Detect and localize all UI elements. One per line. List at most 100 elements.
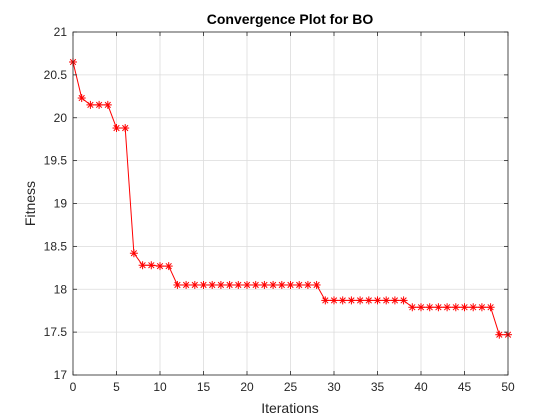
data-point: [425, 303, 434, 312]
data-point: [286, 280, 295, 289]
asterisk-stroke: [496, 331, 503, 338]
asterisk-stroke: [426, 304, 433, 311]
data-point: [338, 296, 347, 305]
data-point: [216, 280, 225, 289]
data-point: [373, 296, 382, 305]
data-point: [260, 280, 269, 289]
asterisk-stroke: [174, 281, 181, 289]
asterisk-stroke: [348, 297, 355, 304]
asterisk-stroke: [78, 94, 85, 102]
data-point: [486, 303, 495, 312]
asterisk-stroke: [365, 297, 372, 304]
x-tick-label: 25: [284, 380, 298, 394]
asterisk-stroke: [391, 297, 399, 304]
data-point: [173, 280, 182, 289]
data-point: [451, 303, 460, 312]
asterisk-stroke: [104, 101, 111, 109]
x-tick-label: 50: [501, 380, 515, 394]
asterisk-stroke: [95, 101, 103, 109]
asterisk-stroke: [452, 304, 459, 311]
data-point: [103, 100, 112, 109]
data-point: [86, 100, 95, 109]
asterisk-stroke: [374, 297, 381, 304]
y-tick-label: 20.5: [44, 68, 68, 82]
data-point: [190, 280, 199, 289]
asterisk-stroke: [148, 262, 155, 269]
y-tick-label: 17: [54, 368, 68, 382]
asterisk-stroke: [269, 281, 277, 289]
asterisk-stroke: [461, 304, 468, 311]
data-point: [129, 249, 138, 258]
data-point: [356, 296, 365, 305]
asterisk-stroke: [130, 250, 138, 257]
asterisk-stroke: [156, 262, 164, 270]
data-point: [121, 124, 130, 133]
data-point: [321, 296, 330, 305]
y-tick-label: 18.5: [44, 239, 68, 253]
data-point: [295, 280, 304, 289]
asterisk-stroke: [139, 262, 146, 269]
asterisk-stroke: [278, 281, 285, 289]
chart-title: Convergence Plot for BO: [207, 11, 374, 27]
asterisk-stroke: [409, 304, 416, 311]
asterisk-stroke: [200, 281, 207, 289]
data-point: [382, 296, 391, 305]
x-axis-label: Iterations: [261, 400, 319, 416]
asterisk-stroke: [113, 124, 120, 132]
asterisk-stroke: [339, 297, 346, 304]
data-point: [312, 280, 321, 289]
x-tick-label: 10: [153, 380, 167, 394]
data-point: [277, 280, 286, 289]
data-point: [443, 303, 452, 312]
x-tick-label: 35: [371, 380, 385, 394]
data-point: [269, 280, 278, 289]
asterisk-stroke: [235, 281, 242, 289]
data-point: [208, 280, 217, 289]
asterisk-stroke: [383, 297, 390, 304]
y-tick-label: 19.5: [44, 154, 68, 168]
x-tick-label: 5: [113, 380, 120, 394]
asterisk-stroke: [191, 281, 198, 289]
x-tick-label: 40: [414, 380, 428, 394]
data-point: [234, 280, 243, 289]
asterisk-stroke: [322, 297, 329, 304]
data-point: [138, 261, 147, 270]
asterisk-stroke: [487, 304, 494, 311]
asterisk-stroke: [209, 281, 216, 289]
data-point: [77, 94, 86, 103]
data-point: [147, 261, 156, 270]
x-tick-label: 20: [240, 380, 254, 394]
asterisk-stroke: [330, 297, 338, 304]
asterisk-stroke: [217, 281, 225, 289]
data-point: [408, 303, 417, 312]
data-point: [417, 303, 425, 312]
data-point: [182, 280, 191, 289]
data-point: [243, 280, 251, 289]
asterisk-stroke: [252, 281, 259, 289]
asterisk-stroke: [400, 297, 407, 304]
data-point: [330, 296, 338, 305]
x-tick-label: 0: [70, 380, 77, 394]
data-point: [460, 303, 469, 312]
asterisk-stroke: [243, 281, 251, 289]
asterisk-stroke: [87, 101, 94, 109]
asterisk-stroke: [165, 262, 172, 270]
data-point: [434, 303, 443, 312]
data-point: [164, 262, 173, 271]
data-point: [112, 124, 121, 133]
asterisk-stroke: [313, 281, 320, 289]
asterisk-stroke: [435, 304, 442, 311]
data-point: [225, 280, 234, 289]
data-point: [199, 280, 208, 289]
y-tick-label: 18: [54, 282, 68, 296]
data-point: [469, 303, 478, 312]
axis-ticks: 0 5 10 15 20 25 30 35 40 45 50 17 17.5 18 18.5 19 19.5 20…: [44, 25, 515, 394]
asterisk-stroke: [261, 281, 268, 289]
x-tick-label: 45: [458, 380, 472, 394]
data-point: [399, 296, 408, 305]
asterisk-stroke: [182, 281, 190, 289]
asterisk-stroke: [356, 297, 364, 304]
data-point: [156, 262, 164, 271]
data-point: [390, 296, 399, 305]
